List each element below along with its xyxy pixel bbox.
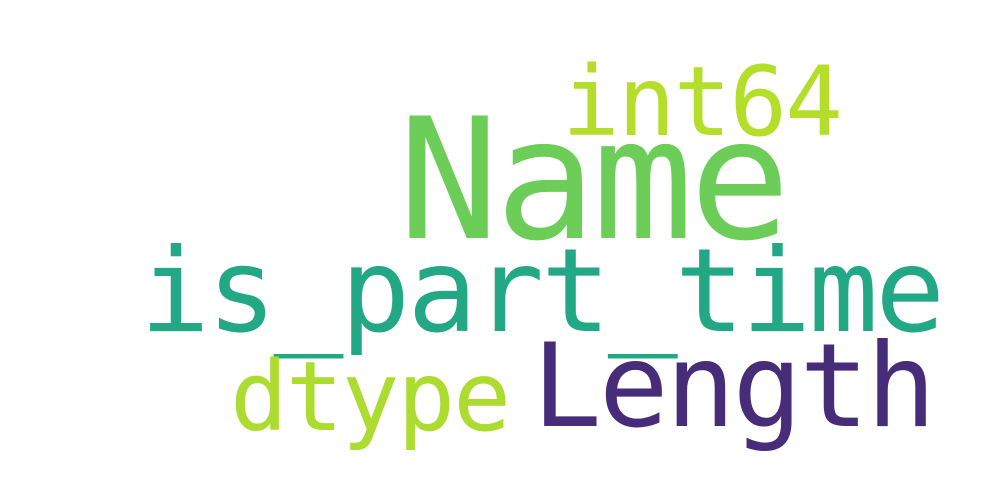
word-int64: int64 [562,46,843,158]
word-is-part-time: is_part_time [140,224,945,359]
word-dtype: dtype [230,341,511,453]
word-name: Name [398,82,791,278]
word-length: Length [532,319,936,454]
